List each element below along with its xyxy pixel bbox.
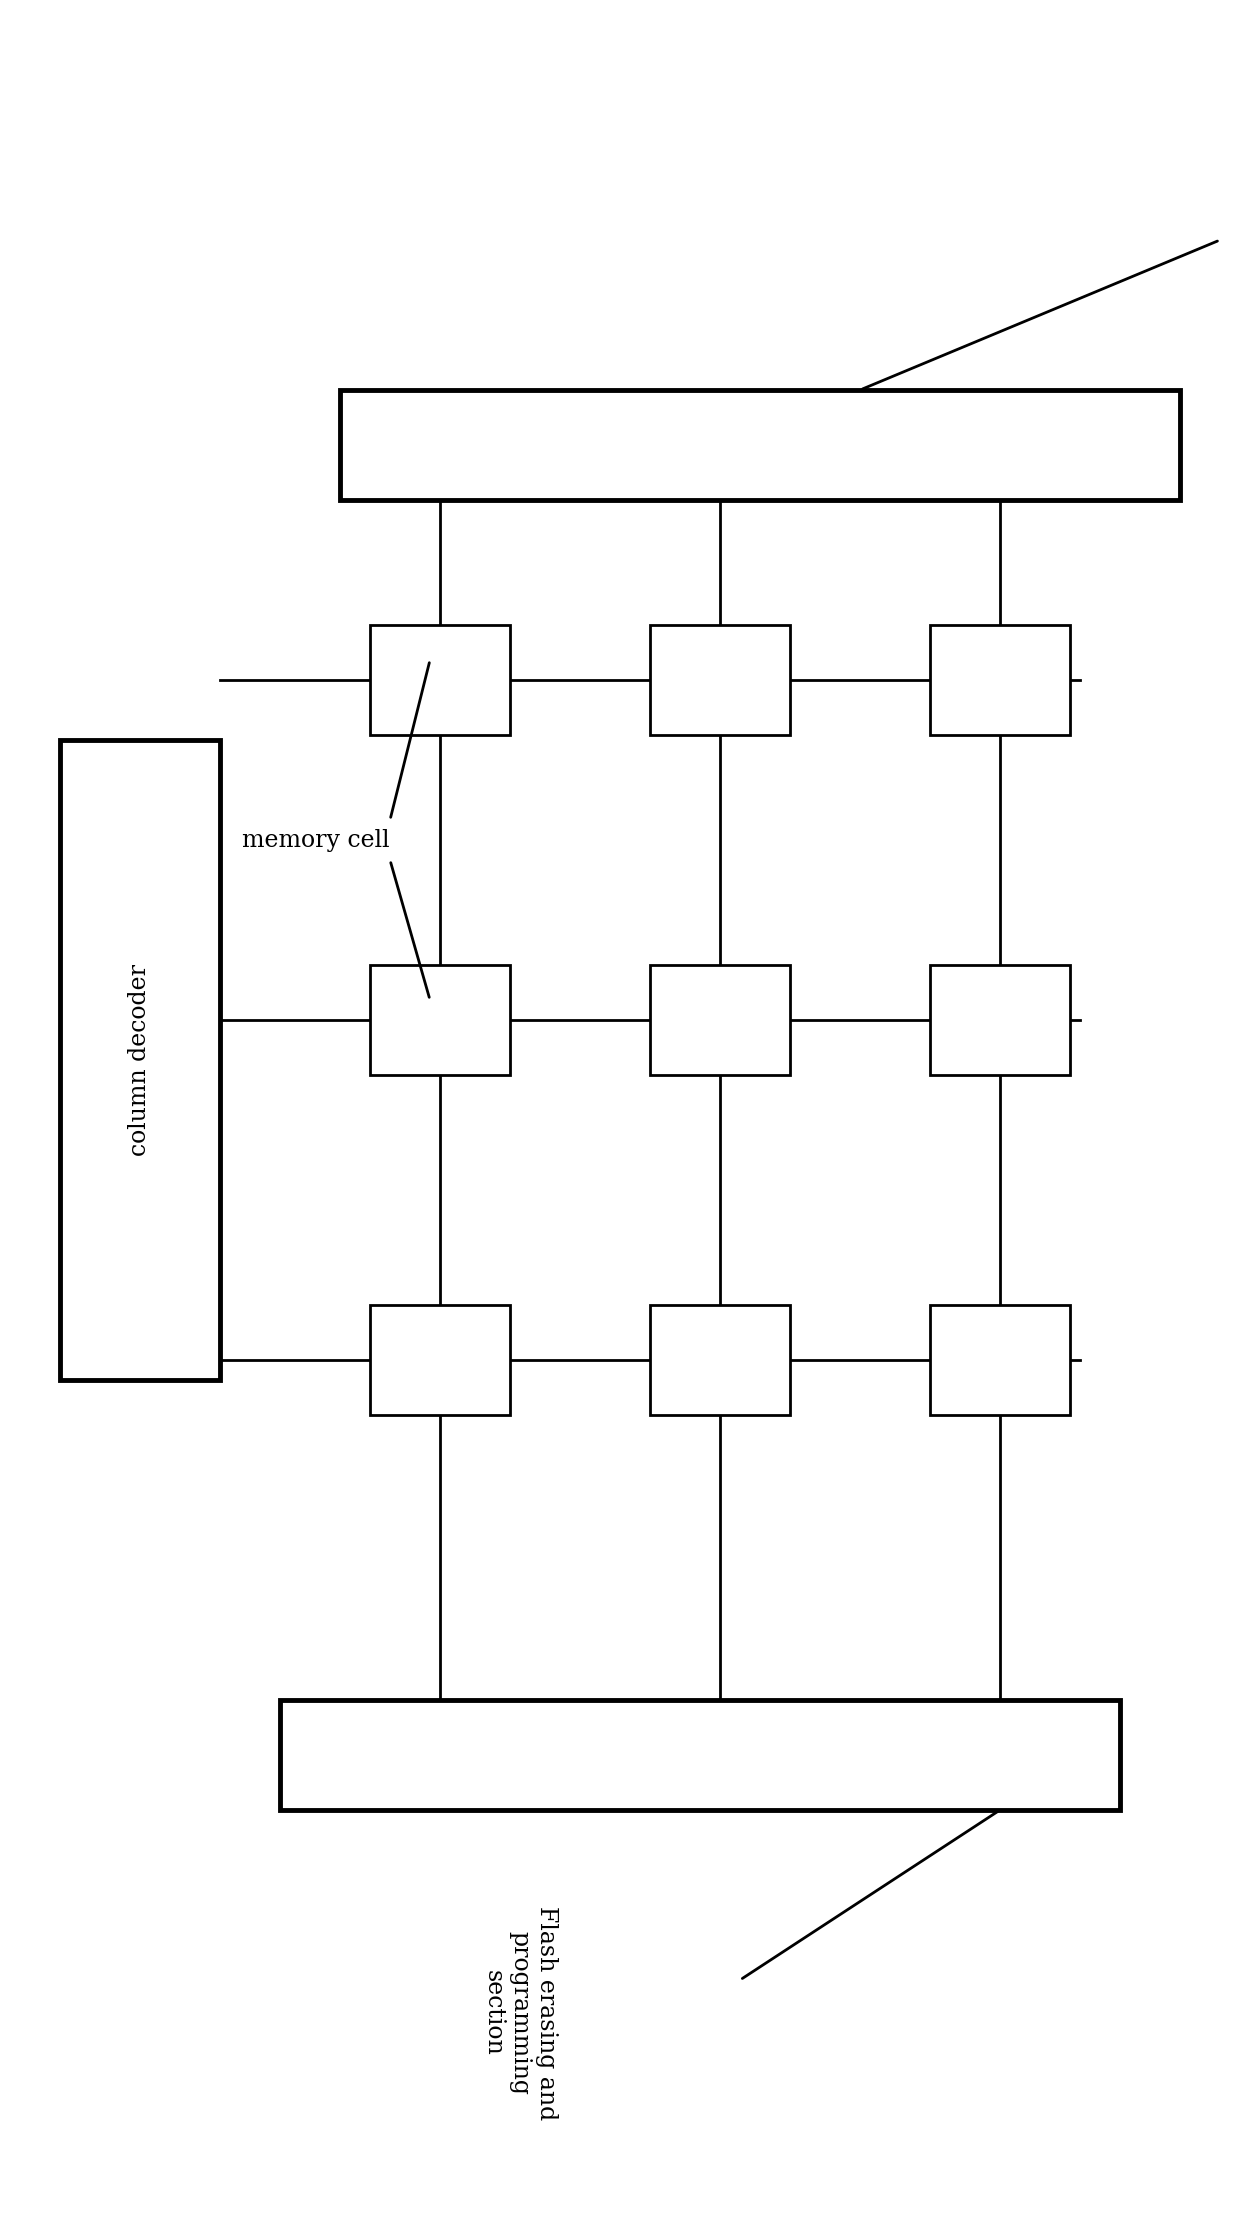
Bar [930, 625, 1070, 735]
Bar [370, 1306, 510, 1416]
Bar [340, 390, 1180, 500]
Text: column decoder: column decoder [129, 963, 151, 1156]
Text: Flash erasing and
programming
section: Flash erasing and programming section [482, 1906, 558, 2119]
Bar [930, 965, 1070, 1075]
Bar [370, 965, 510, 1075]
Bar [650, 965, 790, 1075]
Bar [370, 625, 510, 735]
Text: row
decoder: row decoder [1235, 139, 1240, 237]
Bar [280, 1700, 1120, 1810]
Bar [60, 739, 219, 1380]
Bar [650, 1306, 790, 1416]
Bar [650, 625, 790, 735]
Text: memory cell: memory cell [242, 829, 391, 851]
Bar [930, 1306, 1070, 1416]
